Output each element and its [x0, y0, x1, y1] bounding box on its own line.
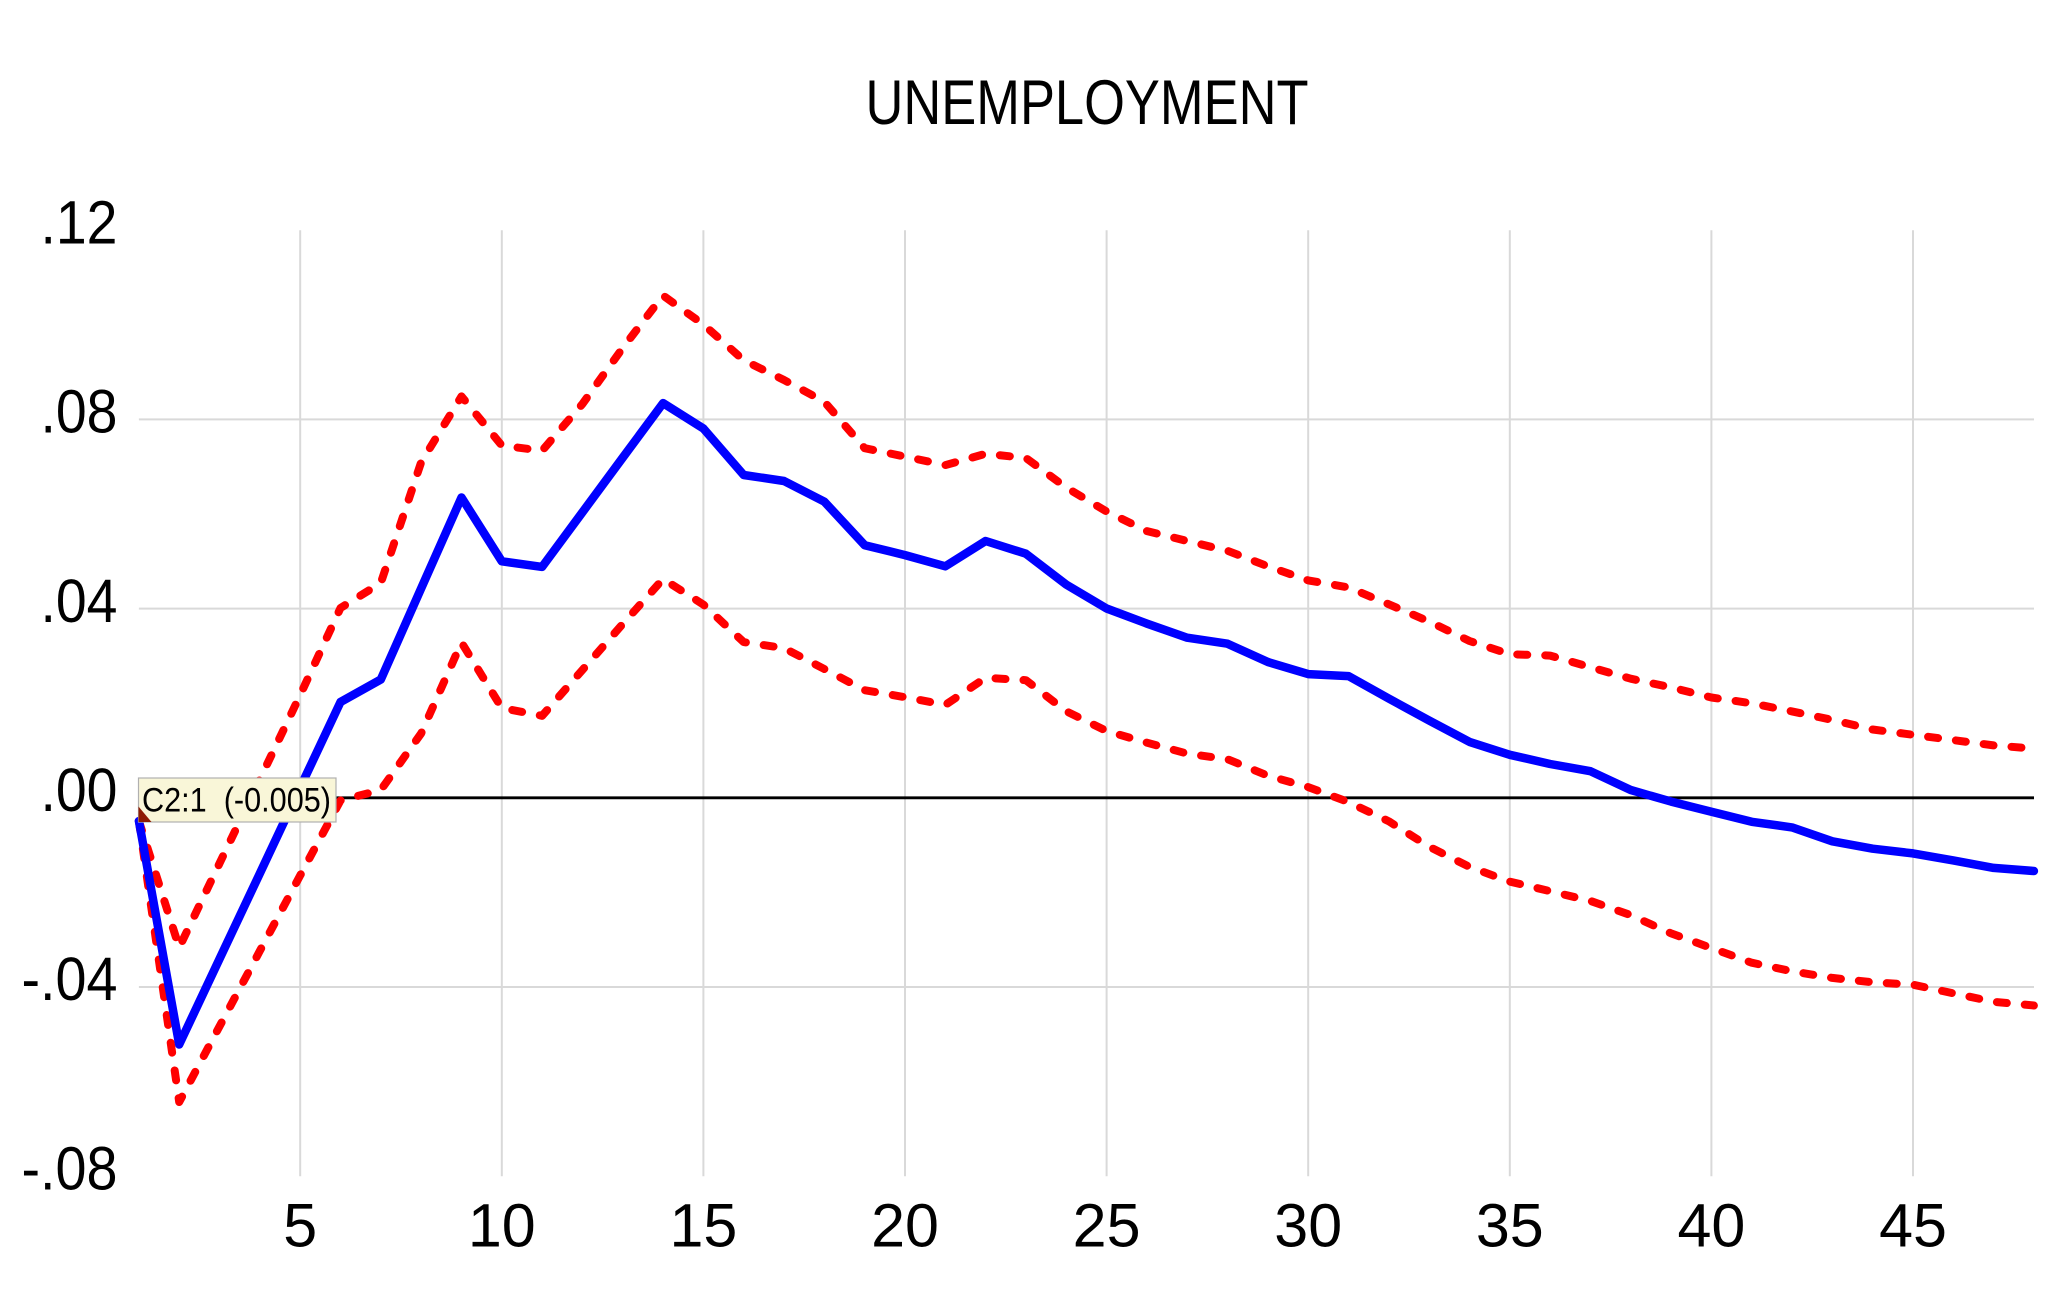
svg-text:25: 25	[1073, 1192, 1141, 1260]
svg-text:.00: .00	[41, 756, 118, 824]
svg-text:.12: .12	[41, 188, 118, 256]
svg-text:35: 35	[1476, 1192, 1544, 1260]
svg-text:UNEMPLOYMENT: UNEMPLOYMENT	[866, 68, 1309, 138]
svg-text:C2:1 (-0.005): C2:1 (-0.005)	[142, 782, 331, 820]
svg-text:.04: .04	[41, 567, 118, 635]
svg-text:.08: .08	[41, 378, 118, 446]
svg-text:10: 10	[468, 1192, 536, 1260]
svg-text:45: 45	[1879, 1192, 1947, 1260]
svg-text:20: 20	[871, 1192, 939, 1260]
svg-text:30: 30	[1274, 1192, 1342, 1260]
svg-text:-.08: -.08	[22, 1134, 118, 1202]
svg-text:15: 15	[669, 1192, 737, 1260]
svg-text:40: 40	[1677, 1192, 1745, 1260]
svg-text:5: 5	[283, 1192, 317, 1260]
svg-text:-.04: -.04	[22, 945, 118, 1013]
